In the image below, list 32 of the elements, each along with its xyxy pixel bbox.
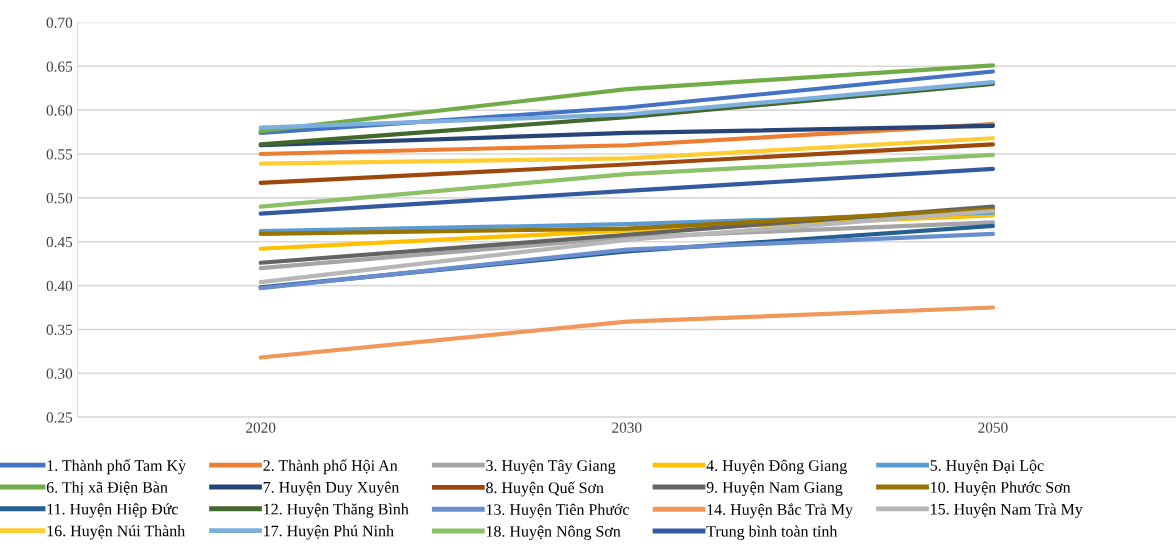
x-tick-label: 2030	[612, 422, 642, 433]
legend-label: Trung bình toàn tỉnh	[706, 525, 838, 541]
x-tick-label: 2050	[978, 422, 1008, 433]
legend-label: 2. Thành phố Hội An	[263, 459, 398, 475]
legend-label: 15. Huyện Nam Trà My	[931, 503, 1083, 518]
legend-label: 5. Huyện Đại Lộc	[930, 459, 1044, 475]
legend-label: 12. Huyện Thăng Bình	[264, 503, 409, 518]
legend-label: 3. Huyện Tây Giang	[486, 459, 616, 475]
legend-label: 16. Huyện Núi Thành	[47, 525, 185, 540]
y-tick-label: 0.70	[46, 17, 73, 28]
legend-label: 17. Huyện Phú Ninh	[264, 525, 394, 540]
y-tick-label: 0.25	[46, 412, 73, 423]
y-tick-label: 0.65	[46, 61, 73, 72]
y-tick-label: 0.45	[46, 236, 73, 248]
legend-label: 9. Huyện Nam Giang	[706, 481, 843, 497]
legend-label: 8. Huyện Quế Sơn	[486, 481, 604, 497]
legend-label: 6. Thị xã Điện Bàn	[46, 481, 168, 496]
legend-label: 1. Thành phố Tam Kỳ	[47, 459, 186, 475]
y-tick-label: 0.50	[46, 193, 73, 204]
y-tick-label: 0.55	[46, 149, 73, 160]
legend-label: 7. Huyện Duy Xuyên	[263, 481, 400, 496]
x-tick-label: 2020	[246, 422, 276, 433]
legend-label: 11. Huyện Hiệp Đức	[47, 503, 178, 518]
y-tick-label: 0.30	[46, 368, 73, 379]
y-tick-label: 0.40	[46, 280, 73, 292]
y-tick-label: 0.60	[46, 105, 73, 116]
legend-label: 10. Huyện Phước Sơn	[931, 481, 1071, 497]
legend-label: 4. Huyện Đông Giang	[706, 459, 847, 475]
legend-label: 14. Huyện Bắc Trà My	[707, 503, 853, 519]
legend-label: 18. Huyện Nông Sơn	[486, 525, 621, 541]
y-tick-label: 0.35	[46, 324, 73, 335]
legend-label: 13. Huyện Tiên Phước	[486, 503, 630, 519]
